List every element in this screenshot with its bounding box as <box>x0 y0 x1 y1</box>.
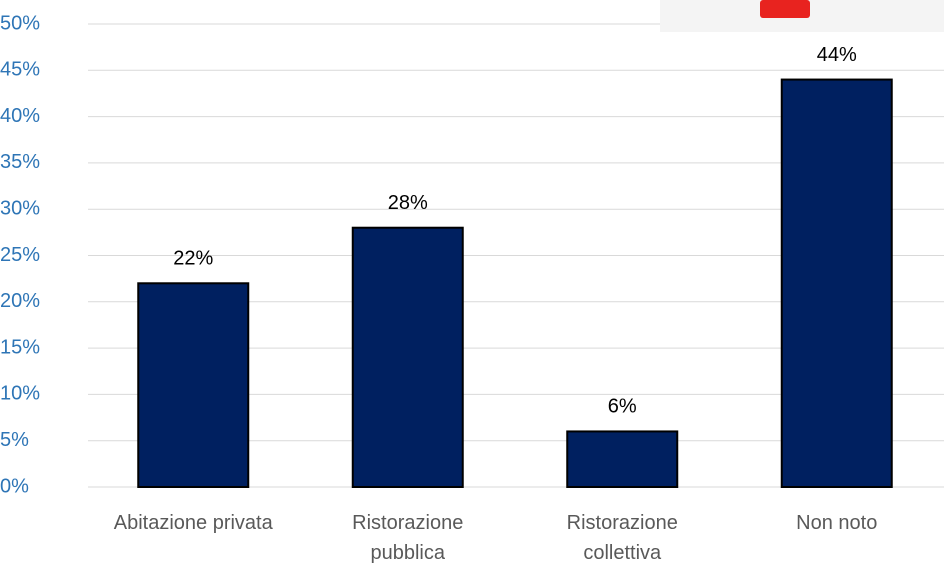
bar <box>137 282 250 488</box>
y-tick-label: 30% <box>0 197 40 219</box>
y-tick-label: 10% <box>0 383 40 405</box>
bar <box>780 78 893 488</box>
data-label: 22% <box>173 248 213 270</box>
y-tick-label: 40% <box>0 105 40 127</box>
data-label: 28% <box>388 192 428 214</box>
image-red-shape <box>760 0 810 18</box>
y-tick-label: 50% <box>0 12 40 34</box>
data-label: 44% <box>817 44 857 66</box>
bar <box>351 226 464 488</box>
y-tick-label: 5% <box>0 429 29 451</box>
y-tick-label: 0% <box>0 475 29 497</box>
corner-image <box>660 0 944 32</box>
y-tick-label: 45% <box>0 59 40 81</box>
data-label: 6% <box>608 396 637 418</box>
x-tick-label: Ristorazione collettiva <box>566 512 678 564</box>
y-tick-label: 25% <box>0 244 40 266</box>
y-tick-label: 15% <box>0 336 40 358</box>
y-tick-label: 35% <box>0 151 40 173</box>
bar <box>566 430 679 489</box>
x-tick-label: Ristorazione pubblica <box>352 512 464 564</box>
y-tick-label: 20% <box>0 290 40 312</box>
x-tick-label: Non noto <box>796 512 878 534</box>
x-tick-label: Abitazione privata <box>113 512 273 534</box>
